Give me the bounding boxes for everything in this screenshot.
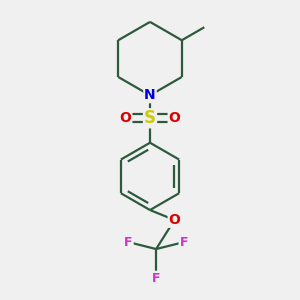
Text: N: N <box>144 88 156 102</box>
Text: F: F <box>124 236 133 249</box>
Text: O: O <box>120 111 131 125</box>
Text: O: O <box>169 111 180 125</box>
Text: S: S <box>144 109 156 127</box>
Text: O: O <box>169 213 180 227</box>
Text: F: F <box>152 272 161 285</box>
Text: F: F <box>179 236 188 249</box>
